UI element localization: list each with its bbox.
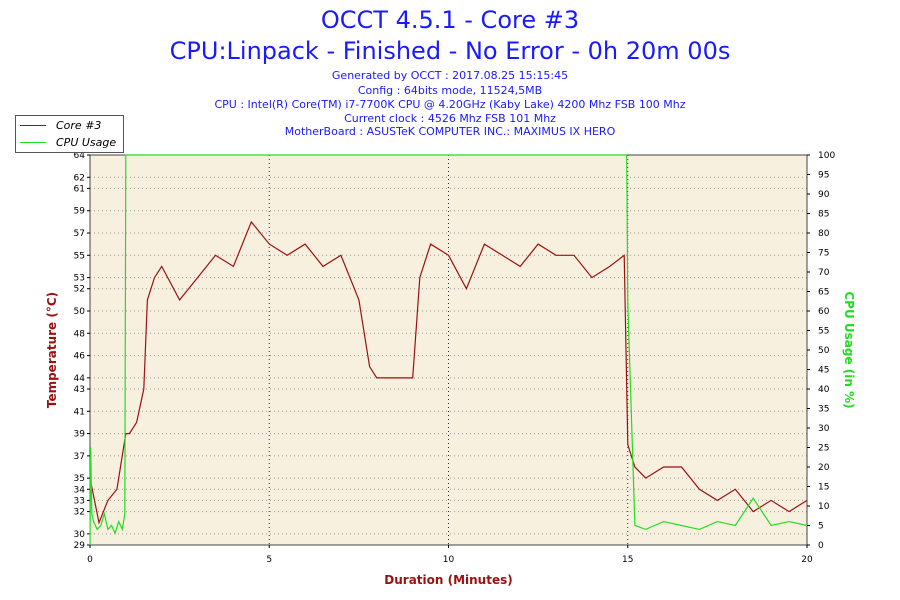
x-tick-label: 20 (801, 555, 813, 565)
y-right-tick-label: 10 (818, 502, 830, 512)
y-right-tick-label: 85 (818, 210, 829, 220)
y-left-tick-label: 34 (74, 485, 86, 495)
y-left-axis-label: Temperature (°C) (45, 292, 59, 408)
y-right-tick-label: 60 (818, 307, 830, 317)
y-left-tick-label: 43 (74, 385, 85, 395)
series-line-temp (89, 220, 808, 525)
y-right-tick-label: 55 (818, 327, 829, 337)
x-tick-label: 0 (87, 555, 93, 565)
y-left-tick-label: 29 (74, 541, 86, 551)
y-right-tick-label: 25 (818, 444, 829, 454)
x-tick-label: 5 (266, 555, 272, 565)
cpu-info: CPU : Intel(R) Core(TM) i7-7700K CPU @ 4… (214, 98, 686, 111)
y-left-tick-label: 52 (74, 285, 85, 295)
y-left-tick-label: 39 (74, 430, 86, 440)
generated-info: Generated by OCCT : 2017.08.25 15:15:45 (331, 69, 569, 82)
y-right-tick-label: 20 (818, 463, 830, 473)
legend-swatch-cpu (20, 141, 46, 143)
y-left-tick-label: 55 (74, 251, 85, 261)
y-left-tick-label: 46 (74, 352, 86, 362)
y-left-tick-label: 62 (74, 173, 85, 183)
y-right-tick-label: 80 (818, 229, 830, 239)
y-right-tick-label: 5 (818, 522, 824, 532)
x-tick-label: 10 (443, 555, 455, 565)
series-line-cpu (89, 154, 808, 546)
legend-item-cpu: CPU Usage (20, 135, 116, 149)
legend-item-temp: Core #3 (20, 118, 101, 132)
y-left-tick-label: 41 (74, 407, 85, 417)
y-left-tick-label: 53 (74, 274, 85, 284)
legend: Core #3 CPU Usage (15, 115, 124, 153)
y-right-tick-label: 0 (818, 541, 824, 551)
y-right-tick-label: 40 (818, 385, 830, 395)
y-left-tick-label: 61 (74, 184, 85, 194)
y-left-tick-label: 48 (74, 329, 86, 339)
x-axis-label: Duration (Minutes) (384, 573, 512, 587)
y-left-tick-label: 44 (74, 374, 86, 384)
y-left-tick-label: 35 (74, 474, 85, 484)
legend-label-cpu: CPU Usage (56, 135, 117, 149)
config-info: Config : 64bits mode, 11524,5MB (357, 84, 543, 97)
y-right-tick-label: 95 (818, 171, 829, 181)
y-right-tick-label: 15 (818, 483, 829, 493)
motherboard-info: MotherBoard : ASUSTeK COMPUTER INC.: MAX… (284, 125, 616, 138)
y-left-tick-label: 37 (74, 452, 85, 462)
chart-subtitle: CPU:Linpack - Finished - No Error - 0h 2… (169, 37, 731, 65)
legend-swatch-temp (20, 124, 46, 126)
y-left-tick-label: 32 (74, 508, 85, 518)
y-right-tick-label: 50 (818, 346, 830, 356)
clock-info: Current clock : 4526 Mhz FSB 101 Mhz (344, 112, 556, 125)
plot-area (90, 155, 807, 545)
y-left-tick-label: 59 (74, 207, 86, 217)
y-right-tick-label: 30 (818, 424, 830, 434)
y-right-axis-label: CPU Usage (in %) (842, 291, 856, 408)
chart-title: OCCT 4.5.1 - Core #3 (320, 6, 580, 34)
y-left-tick-label: 57 (74, 229, 85, 239)
y-right-tick-label: 65 (818, 288, 829, 298)
y-left-tick-label: 50 (74, 307, 86, 317)
y-right-tick-label: 45 (818, 366, 829, 376)
y-right-tick-label: 35 (818, 405, 829, 415)
y-right-tick-label: 90 (818, 190, 830, 200)
x-tick-label: 15 (622, 555, 633, 565)
legend-label-temp: Core #3 (56, 118, 102, 132)
y-right-tick-label: 70 (818, 268, 830, 278)
y-left-tick-label: 33 (74, 496, 85, 506)
y-right-tick-label: 75 (818, 249, 829, 259)
y-left-tick-label: 30 (74, 530, 86, 540)
y-right-tick-label: 100 (818, 151, 835, 161)
y-left-tick-label: 64 (74, 151, 86, 161)
